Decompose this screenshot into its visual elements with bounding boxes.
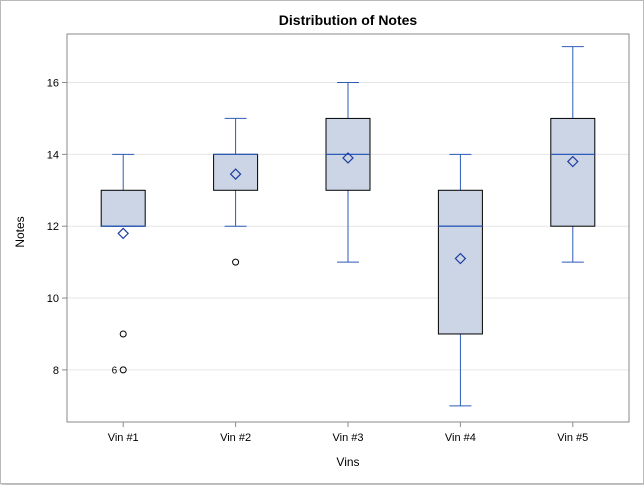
- mean-marker: [117, 227, 130, 240]
- x-tick-label: Vin #4: [445, 432, 476, 444]
- outlier-count-label: 6: [112, 365, 118, 376]
- box-group: [550, 46, 596, 263]
- mean-marker: [229, 168, 242, 180]
- y-axis-title: Notes: [13, 216, 27, 247]
- x-axis-title: Vins: [336, 455, 359, 469]
- x-tick-label: Vin #2: [220, 432, 251, 444]
- y-tick-label: 10: [47, 293, 59, 305]
- y-tick-label: 12: [47, 221, 59, 233]
- plot-area: 8 10 12 14 16 Vin #1 Vin #2 Vin #3 Vin #4 Vin #5 6: [47, 33, 630, 444]
- x-tick-label: Vin #1: [108, 432, 139, 444]
- box-body: [550, 117, 596, 227]
- box-body: [437, 189, 483, 335]
- mean-marker: [566, 155, 579, 168]
- x-tick-label: Vin #5: [557, 432, 588, 444]
- box-body: [213, 153, 259, 191]
- box-body: [100, 189, 146, 227]
- outlier-point: [119, 330, 127, 338]
- x-tick-label: Vin #3: [333, 432, 364, 444]
- chart-title: Distribution of Notes: [279, 12, 418, 28]
- box-group: 6: [100, 153, 146, 376]
- outlier-point: [119, 366, 127, 374]
- y-tick-label: 14: [47, 149, 59, 161]
- box-group: [437, 153, 483, 407]
- mean-marker: [454, 252, 467, 265]
- y-tick-label: 16: [47, 78, 59, 90]
- box-group: [213, 117, 259, 266]
- outlier-point: [232, 258, 240, 266]
- y-tick-label: 8: [53, 365, 59, 377]
- mean-marker: [342, 152, 354, 164]
- box-group: [325, 82, 371, 263]
